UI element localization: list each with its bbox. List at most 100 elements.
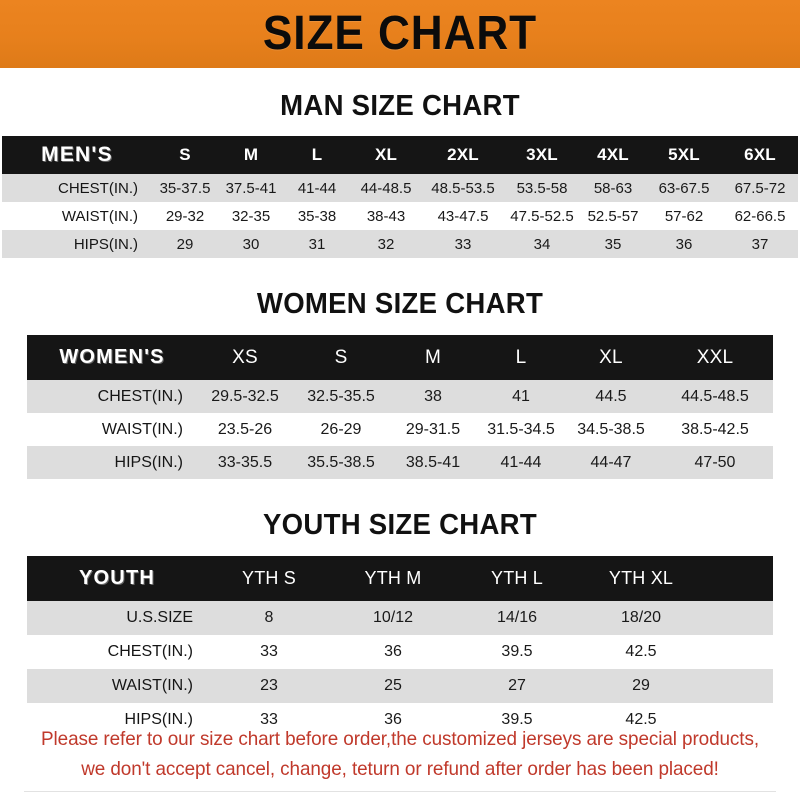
man-hips-3xl: 34 <box>504 230 580 258</box>
women-hips-l: 41-44 <box>477 446 565 479</box>
man-chest-3xl: 53.5-58 <box>504 174 580 202</box>
women-chest-xs: 29.5-32.5 <box>197 380 293 413</box>
man-row-label-hips: HIPS(IN.) <box>2 230 152 258</box>
man-size-header-m: M <box>218 136 284 174</box>
women-hips-m: 38.5-41 <box>389 446 477 479</box>
man-row-label-waist: WAIST(IN.) <box>2 202 152 230</box>
man-row-label-chest: CHEST(IN.) <box>2 174 152 202</box>
youth-us-size-m: 10/12 <box>331 601 455 635</box>
man-size-header-l: L <box>284 136 350 174</box>
youth-hips-l: 39.5 <box>455 703 579 737</box>
man-hips-2xl: 33 <box>422 230 504 258</box>
women-waist-xxl: 38.5-42.5 <box>657 413 773 446</box>
man-section-title: MAN SIZE CHART <box>280 90 520 122</box>
youth-hips-empty <box>703 703 773 737</box>
women-waist-xl: 34.5-38.5 <box>565 413 657 446</box>
youth-size-header-empty <box>703 556 773 601</box>
women-size-header-m: M <box>389 335 477 380</box>
women-chest-m: 38 <box>389 380 477 413</box>
youth-size-header-xl: YTH XL <box>579 556 703 601</box>
women-section-title: WOMEN SIZE CHART <box>256 288 544 320</box>
man-waist-l: 35-38 <box>284 202 350 230</box>
women-chest-s: 32.5-35.5 <box>293 380 389 413</box>
youth-us-size-s: 8 <box>207 601 331 635</box>
man-chest-xl: 44-48.5 <box>350 174 422 202</box>
women-row-label-waist: WAIST(IN.) <box>27 413 197 446</box>
women-chest-l: 41 <box>477 380 565 413</box>
women-chest-xl: 44.5 <box>565 380 657 413</box>
man-chest-l: 41-44 <box>284 174 350 202</box>
youth-hips-xl: 42.5 <box>579 703 703 737</box>
man-waist-4xl: 52.5-57 <box>580 202 646 230</box>
women-waist-l: 31.5-34.5 <box>477 413 565 446</box>
women-hips-xxl: 47-50 <box>657 446 773 479</box>
man-header-label: MEN'S <box>2 136 152 174</box>
women-size-header-l: L <box>477 335 565 380</box>
youth-section-title: YOUTH SIZE CHART <box>263 509 537 541</box>
youth-chest-s: 33 <box>207 635 331 669</box>
youth-size-table: YOUTH YTH S YTH M YTH L YTH XL U.S.SIZE … <box>27 556 773 737</box>
women-table-header-row: WOMEN'S XS S M L XL XXL <box>27 335 773 380</box>
footer-disclaimer-line-2: we don't accept cancel, change, teturn o… <box>81 758 719 780</box>
youth-table-header-row: YOUTH YTH S YTH M YTH L YTH XL <box>27 556 773 601</box>
youth-chest-l: 39.5 <box>455 635 579 669</box>
table-row: HIPS(IN.) 29 30 31 32 33 34 35 36 37 <box>2 230 798 258</box>
women-row-label-hips: HIPS(IN.) <box>27 446 197 479</box>
man-table-header-row: MEN'S S M L XL 2XL 3XL 4XL 5XL 6XL <box>2 136 798 174</box>
table-row: CHEST(IN.) 29.5-32.5 32.5-35.5 38 41 44.… <box>27 380 773 413</box>
youth-hips-m: 36 <box>331 703 455 737</box>
youth-waist-m: 25 <box>331 669 455 703</box>
footer-disclaimer-line-1: Please refer to our size chart before or… <box>41 728 759 750</box>
man-hips-s: 29 <box>152 230 218 258</box>
youth-hips-s: 33 <box>207 703 331 737</box>
table-row: CHEST(IN.) 33 36 39.5 42.5 <box>27 635 773 669</box>
man-size-header-s: S <box>152 136 218 174</box>
man-chest-2xl: 48.5-53.5 <box>422 174 504 202</box>
man-chest-5xl: 63-67.5 <box>646 174 722 202</box>
youth-waist-xl: 29 <box>579 669 703 703</box>
man-hips-6xl: 37 <box>722 230 798 258</box>
youth-us-size-l: 14/16 <box>455 601 579 635</box>
women-waist-m: 29-31.5 <box>389 413 477 446</box>
man-waist-s: 29-32 <box>152 202 218 230</box>
man-waist-xl: 38-43 <box>350 202 422 230</box>
man-waist-3xl: 47.5-52.5 <box>504 202 580 230</box>
man-hips-4xl: 35 <box>580 230 646 258</box>
man-chest-4xl: 58-63 <box>580 174 646 202</box>
man-chest-m: 37.5-41 <box>218 174 284 202</box>
youth-us-size-empty <box>703 601 773 635</box>
youth-waist-l: 27 <box>455 669 579 703</box>
footer-divider <box>24 791 776 792</box>
table-row: WAIST(IN.) 29-32 32-35 35-38 38-43 43-47… <box>2 202 798 230</box>
man-chest-6xl: 67.5-72 <box>722 174 798 202</box>
man-waist-m: 32-35 <box>218 202 284 230</box>
table-row: WAIST(IN.) 23 25 27 29 <box>27 669 773 703</box>
man-waist-2xl: 43-47.5 <box>422 202 504 230</box>
youth-us-size-xl: 18/20 <box>579 601 703 635</box>
youth-chest-empty <box>703 635 773 669</box>
women-row-label-chest: CHEST(IN.) <box>27 380 197 413</box>
women-hips-xl: 44-47 <box>565 446 657 479</box>
table-row: WAIST(IN.) 23.5-26 26-29 29-31.5 31.5-34… <box>27 413 773 446</box>
man-size-header-xl: XL <box>350 136 422 174</box>
youth-size-header-m: YTH M <box>331 556 455 601</box>
man-hips-m: 30 <box>218 230 284 258</box>
table-row: CHEST(IN.) 35-37.5 37.5-41 41-44 44-48.5… <box>2 174 798 202</box>
man-size-header-4xl: 4XL <box>580 136 646 174</box>
youth-size-header-s: YTH S <box>207 556 331 601</box>
youth-chest-xl: 42.5 <box>579 635 703 669</box>
youth-row-label-chest: CHEST(IN.) <box>27 635 207 669</box>
women-size-header-xs: XS <box>197 335 293 380</box>
man-size-header-5xl: 5XL <box>646 136 722 174</box>
table-row: HIPS(IN.) 33-35.5 35.5-38.5 38.5-41 41-4… <box>27 446 773 479</box>
page-title: SIZE CHART <box>262 7 538 60</box>
youth-waist-empty <box>703 669 773 703</box>
women-size-header-s: S <box>293 335 389 380</box>
women-size-header-xl: XL <box>565 335 657 380</box>
women-header-label: WOMEN'S <box>27 335 197 380</box>
man-hips-xl: 32 <box>350 230 422 258</box>
women-hips-s: 35.5-38.5 <box>293 446 389 479</box>
man-waist-5xl: 57-62 <box>646 202 722 230</box>
youth-row-label-hips: HIPS(IN.) <box>27 703 207 737</box>
women-size-table: WOMEN'S XS S M L XL XXL CHEST(IN.) 29.5-… <box>27 335 773 479</box>
